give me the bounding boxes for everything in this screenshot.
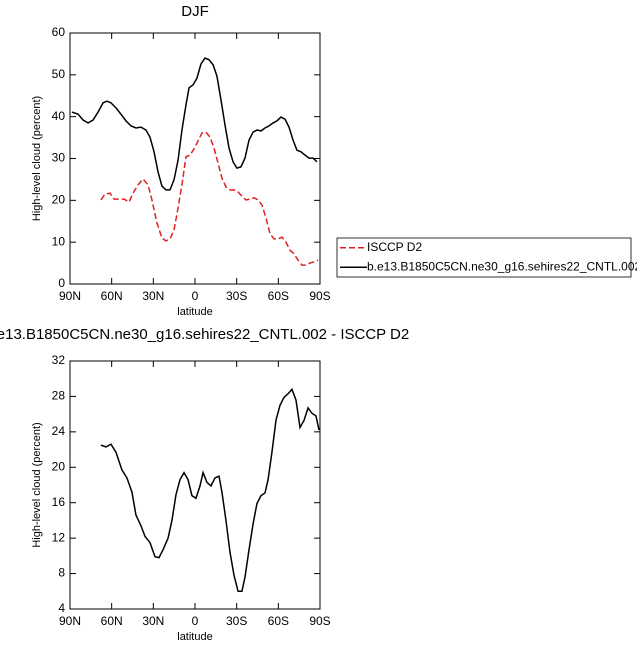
x-tick-label: 90S — [309, 614, 330, 628]
plot-frame — [69, 32, 321, 285]
x-tick-label: 30N — [142, 614, 164, 628]
y-tick-label: 30 — [52, 151, 66, 165]
x-tick-label: 0 — [192, 614, 199, 628]
plot-frame — [69, 360, 321, 610]
x-tick-label: 90S — [309, 289, 330, 303]
y-axis-label: High-level cloud (percent) — [31, 96, 43, 221]
y-tick-label: 4 — [58, 601, 65, 615]
y-axis-label: High-level cloud (percent) — [31, 422, 43, 547]
x-tick-label: 30S — [226, 289, 247, 303]
x-tick-label: 90N — [59, 289, 81, 303]
x-tick-label: 0 — [192, 289, 199, 303]
y-tick-label: 50 — [52, 67, 66, 81]
y-tick-label: 8 — [58, 566, 65, 580]
series-line — [100, 131, 319, 266]
y-tick-label: 24 — [52, 424, 66, 438]
x-axis-label: latitude — [177, 306, 212, 318]
x-tick-label: 90N — [59, 614, 81, 628]
x-tick-label: 60N — [101, 289, 123, 303]
x-tick-label: 60S — [268, 614, 289, 628]
x-tick-label: 60S — [268, 289, 289, 303]
y-tick-label: 20 — [52, 459, 66, 473]
x-axis-label: latitude — [177, 631, 212, 643]
legend-box — [336, 237, 632, 278]
legend-label: b.e13.B1850C5CN.ne30_g16.sehires22_CNTL.… — [367, 259, 637, 273]
y-tick-label: 32 — [52, 353, 66, 367]
chart-title: DJF — [181, 3, 209, 20]
y-tick-label: 28 — [52, 389, 66, 403]
y-tick-label: 0 — [58, 276, 65, 290]
y-tick-label: 20 — [52, 193, 66, 207]
x-tick-label: 60N — [101, 614, 123, 628]
chart-title: e13.B1850C5CN.ne30_g16.sehires22_CNTL.00… — [0, 326, 409, 343]
y-tick-label: 16 — [52, 495, 66, 509]
legend-label: ISCCP D2 — [367, 240, 422, 254]
series-line — [100, 387, 320, 593]
series-line — [71, 57, 318, 191]
x-tick-label: 30S — [226, 614, 247, 628]
y-tick-label: 40 — [52, 109, 66, 123]
y-tick-label: 12 — [52, 530, 66, 544]
y-tick-label: 10 — [52, 234, 66, 248]
x-tick-label: 30N — [142, 289, 164, 303]
y-tick-label: 60 — [52, 25, 66, 39]
